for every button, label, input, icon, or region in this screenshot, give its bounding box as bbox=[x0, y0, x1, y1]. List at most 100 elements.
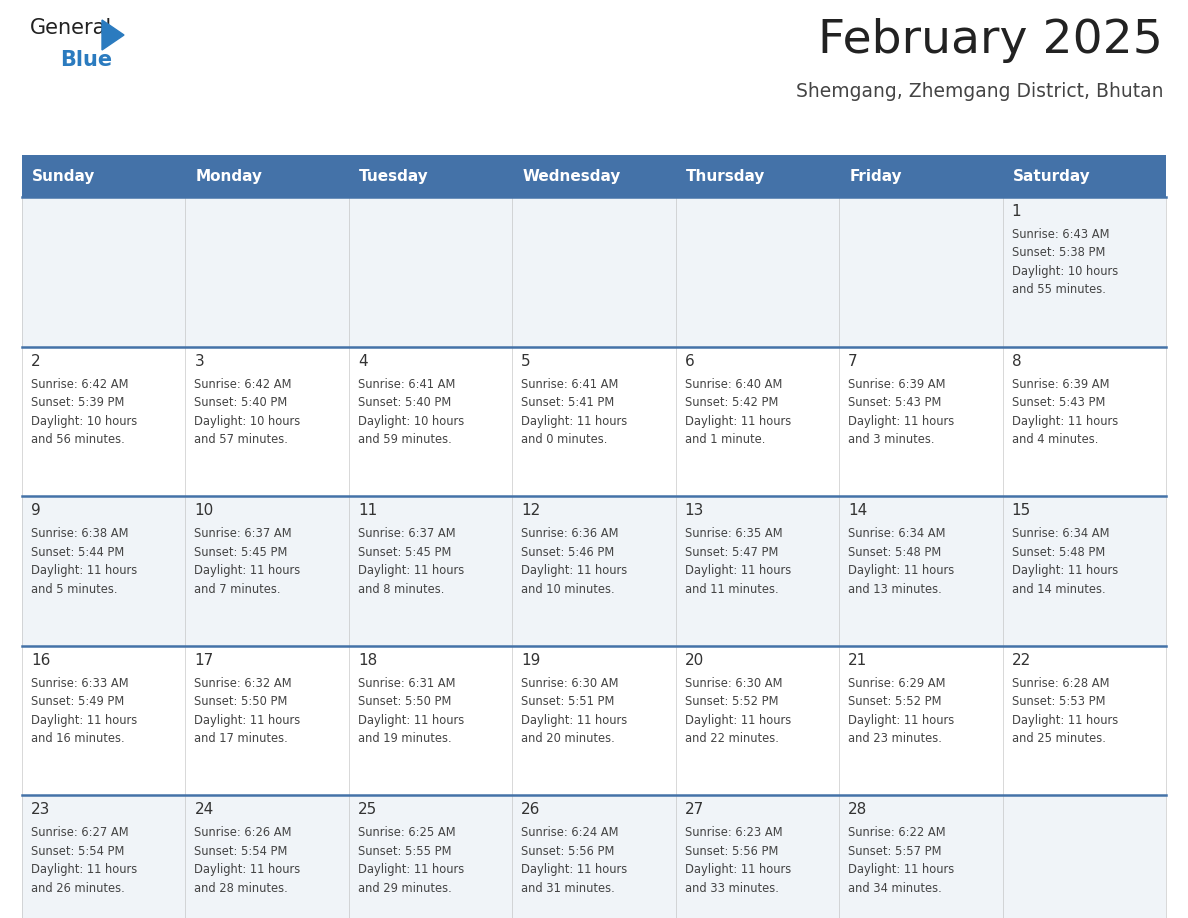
Text: Sunrise: 6:32 AM: Sunrise: 6:32 AM bbox=[195, 677, 292, 689]
Bar bbox=[839, 645, 1003, 795]
Text: Sunrise: 6:29 AM: Sunrise: 6:29 AM bbox=[848, 677, 946, 689]
Text: Sunrise: 6:24 AM: Sunrise: 6:24 AM bbox=[522, 826, 619, 839]
Text: 7: 7 bbox=[848, 353, 858, 369]
Text: and 17 minutes.: and 17 minutes. bbox=[195, 733, 289, 745]
Bar bbox=[512, 645, 676, 795]
Text: 2: 2 bbox=[31, 353, 40, 369]
Text: Daylight: 10 hours: Daylight: 10 hours bbox=[31, 415, 138, 428]
Bar bbox=[349, 497, 512, 645]
Bar bbox=[185, 197, 349, 347]
Bar bbox=[512, 197, 676, 347]
Text: Sunset: 5:46 PM: Sunset: 5:46 PM bbox=[522, 545, 614, 559]
Text: Sunrise: 6:43 AM: Sunrise: 6:43 AM bbox=[1011, 228, 1110, 241]
Text: Sunrise: 6:26 AM: Sunrise: 6:26 AM bbox=[195, 826, 292, 839]
Bar bbox=[512, 497, 676, 645]
Text: Daylight: 11 hours: Daylight: 11 hours bbox=[522, 415, 627, 428]
Bar bbox=[185, 497, 349, 645]
Text: Saturday: Saturday bbox=[1012, 169, 1091, 184]
Text: 6: 6 bbox=[684, 353, 695, 369]
Bar bbox=[23, 155, 185, 197]
Text: Sunset: 5:39 PM: Sunset: 5:39 PM bbox=[31, 396, 125, 409]
Text: and 55 minutes.: and 55 minutes. bbox=[1011, 284, 1106, 297]
Text: 10: 10 bbox=[195, 503, 214, 518]
Bar bbox=[349, 645, 512, 795]
Bar bbox=[676, 497, 839, 645]
Text: and 28 minutes.: and 28 minutes. bbox=[195, 882, 289, 895]
Text: Daylight: 10 hours: Daylight: 10 hours bbox=[195, 415, 301, 428]
Text: Daylight: 11 hours: Daylight: 11 hours bbox=[684, 415, 791, 428]
Bar bbox=[1003, 155, 1165, 197]
Text: Sunset: 5:42 PM: Sunset: 5:42 PM bbox=[684, 396, 778, 409]
Text: Sunrise: 6:36 AM: Sunrise: 6:36 AM bbox=[522, 527, 619, 540]
Text: Daylight: 11 hours: Daylight: 11 hours bbox=[358, 864, 465, 877]
Text: Sunset: 5:38 PM: Sunset: 5:38 PM bbox=[1011, 247, 1105, 260]
Text: Sunrise: 6:35 AM: Sunrise: 6:35 AM bbox=[684, 527, 783, 540]
Text: and 19 minutes.: and 19 minutes. bbox=[358, 733, 451, 745]
Bar bbox=[839, 155, 1003, 197]
Text: Sunrise: 6:42 AM: Sunrise: 6:42 AM bbox=[31, 377, 128, 390]
Bar bbox=[23, 645, 185, 795]
Text: 23: 23 bbox=[31, 802, 50, 817]
Text: Daylight: 11 hours: Daylight: 11 hours bbox=[848, 714, 954, 727]
Text: 16: 16 bbox=[31, 653, 50, 667]
Text: and 25 minutes.: and 25 minutes. bbox=[1011, 733, 1106, 745]
Text: Sunset: 5:54 PM: Sunset: 5:54 PM bbox=[31, 845, 125, 858]
Text: Daylight: 11 hours: Daylight: 11 hours bbox=[522, 565, 627, 577]
Text: Sunset: 5:40 PM: Sunset: 5:40 PM bbox=[358, 396, 451, 409]
Text: Sunset: 5:51 PM: Sunset: 5:51 PM bbox=[522, 695, 614, 709]
Bar bbox=[23, 795, 185, 918]
Text: 3: 3 bbox=[195, 353, 204, 369]
Polygon shape bbox=[102, 20, 124, 50]
Bar bbox=[1003, 497, 1165, 645]
Text: Sunrise: 6:39 AM: Sunrise: 6:39 AM bbox=[848, 377, 946, 390]
Text: Sunset: 5:50 PM: Sunset: 5:50 PM bbox=[195, 695, 287, 709]
Text: 17: 17 bbox=[195, 653, 214, 667]
Bar bbox=[1003, 197, 1165, 347]
Text: Sunrise: 6:33 AM: Sunrise: 6:33 AM bbox=[31, 677, 128, 689]
Text: Sunrise: 6:34 AM: Sunrise: 6:34 AM bbox=[1011, 527, 1110, 540]
Text: and 26 minutes.: and 26 minutes. bbox=[31, 882, 125, 895]
Text: Daylight: 11 hours: Daylight: 11 hours bbox=[1011, 415, 1118, 428]
Text: Daylight: 11 hours: Daylight: 11 hours bbox=[195, 714, 301, 727]
Text: Sunset: 5:40 PM: Sunset: 5:40 PM bbox=[195, 396, 287, 409]
Text: General: General bbox=[30, 18, 112, 38]
Text: and 34 minutes.: and 34 minutes. bbox=[848, 882, 942, 895]
Bar bbox=[23, 497, 185, 645]
Text: Wednesday: Wednesday bbox=[523, 169, 620, 184]
Text: 12: 12 bbox=[522, 503, 541, 518]
Text: Daylight: 11 hours: Daylight: 11 hours bbox=[31, 714, 138, 727]
Text: 22: 22 bbox=[1011, 653, 1031, 667]
Text: Sunrise: 6:34 AM: Sunrise: 6:34 AM bbox=[848, 527, 946, 540]
Bar bbox=[512, 795, 676, 918]
Text: Daylight: 11 hours: Daylight: 11 hours bbox=[684, 565, 791, 577]
Text: Daylight: 10 hours: Daylight: 10 hours bbox=[358, 415, 465, 428]
Text: 14: 14 bbox=[848, 503, 867, 518]
Bar bbox=[23, 197, 185, 347]
Text: 26: 26 bbox=[522, 802, 541, 817]
Text: Sunset: 5:49 PM: Sunset: 5:49 PM bbox=[31, 695, 125, 709]
Text: Sunday: Sunday bbox=[32, 169, 95, 184]
Text: Daylight: 11 hours: Daylight: 11 hours bbox=[522, 864, 627, 877]
Text: Sunrise: 6:25 AM: Sunrise: 6:25 AM bbox=[358, 826, 455, 839]
Text: Daylight: 11 hours: Daylight: 11 hours bbox=[195, 864, 301, 877]
Bar bbox=[185, 645, 349, 795]
Text: Sunset: 5:52 PM: Sunset: 5:52 PM bbox=[684, 695, 778, 709]
Text: Sunset: 5:48 PM: Sunset: 5:48 PM bbox=[848, 545, 941, 559]
Bar bbox=[512, 347, 676, 497]
Text: Sunrise: 6:40 AM: Sunrise: 6:40 AM bbox=[684, 377, 782, 390]
Bar bbox=[185, 795, 349, 918]
Text: Sunset: 5:53 PM: Sunset: 5:53 PM bbox=[1011, 695, 1105, 709]
Text: 24: 24 bbox=[195, 802, 214, 817]
Text: 21: 21 bbox=[848, 653, 867, 667]
Text: and 3 minutes.: and 3 minutes. bbox=[848, 433, 935, 446]
Bar bbox=[676, 155, 839, 197]
Bar bbox=[349, 795, 512, 918]
Text: and 14 minutes.: and 14 minutes. bbox=[1011, 583, 1105, 596]
Bar bbox=[1003, 645, 1165, 795]
Text: Sunset: 5:47 PM: Sunset: 5:47 PM bbox=[684, 545, 778, 559]
Text: and 5 minutes.: and 5 minutes. bbox=[31, 583, 118, 596]
Bar bbox=[676, 347, 839, 497]
Text: Daylight: 11 hours: Daylight: 11 hours bbox=[1011, 714, 1118, 727]
Text: Sunrise: 6:38 AM: Sunrise: 6:38 AM bbox=[31, 527, 128, 540]
Text: 27: 27 bbox=[684, 802, 704, 817]
